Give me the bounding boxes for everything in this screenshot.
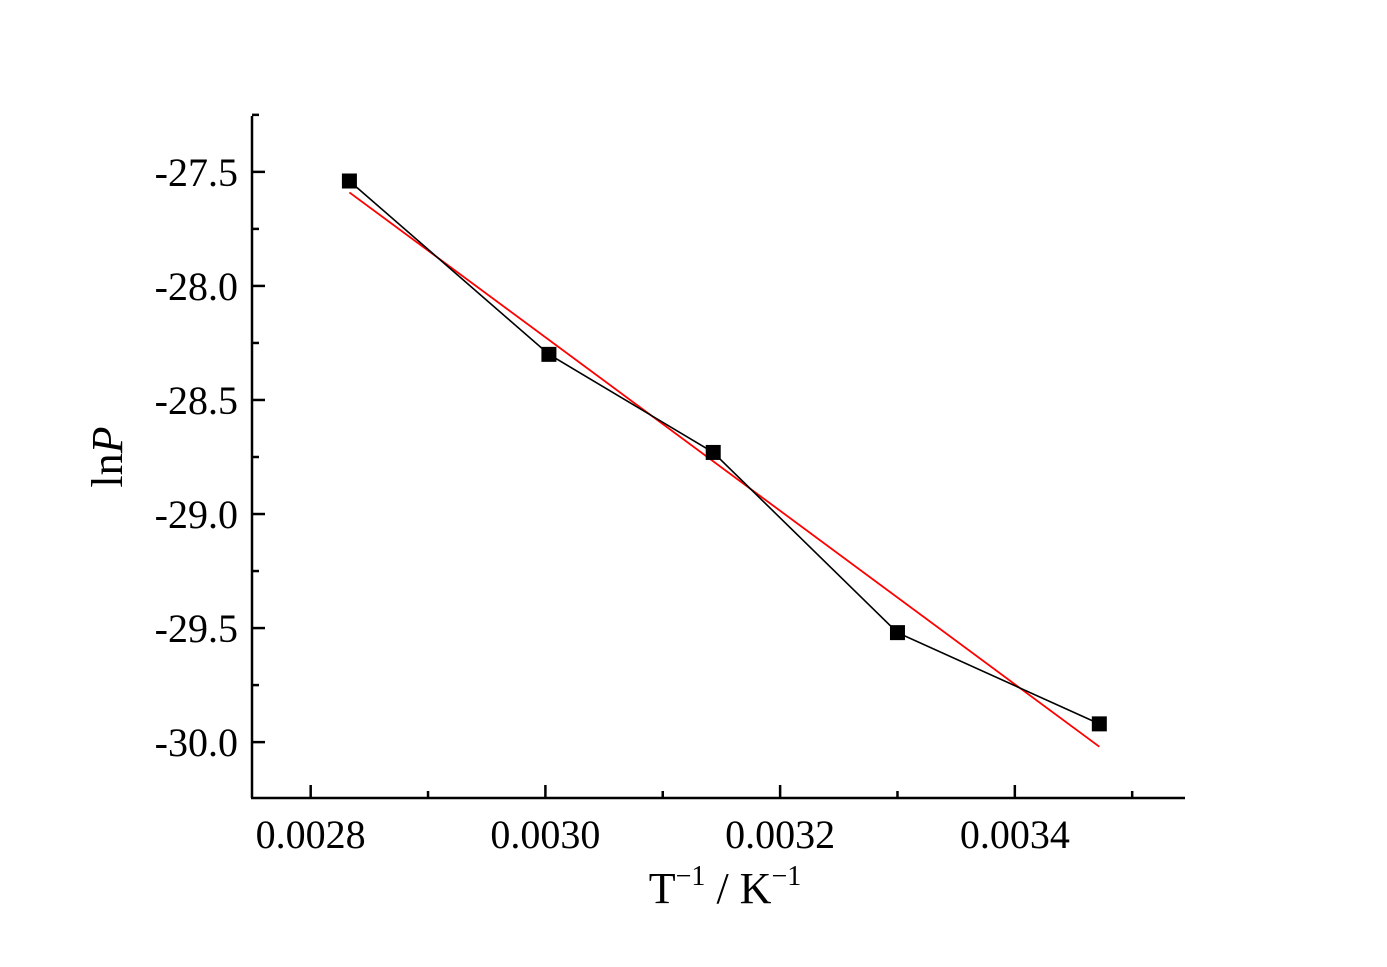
y-tick-label: -29.0 bbox=[155, 492, 238, 537]
y-tick-label: -30.0 bbox=[155, 720, 238, 765]
x-tick-label: 0.0030 bbox=[490, 812, 600, 857]
x-axis-title-unit-sup: −1 bbox=[771, 861, 801, 892]
x-axis-title-unit: / K bbox=[705, 864, 771, 913]
y-ticks: -27.5 -28.0 -28.5 -29.0 -29.5 -30.0 bbox=[155, 113, 265, 765]
y-axis-title-variable: P bbox=[83, 426, 132, 454]
data-point bbox=[541, 346, 557, 362]
y-tick-label: -28.5 bbox=[155, 378, 238, 423]
x-axis-title-base: T bbox=[649, 864, 676, 913]
y-tick-label: -29.5 bbox=[155, 606, 238, 651]
y-axis-title-prefix: ln bbox=[83, 453, 132, 487]
x-tick-label: 0.0032 bbox=[725, 812, 835, 857]
y-tick-label: -28.0 bbox=[155, 264, 238, 309]
y-axis-title: lnP bbox=[83, 426, 132, 487]
data-point bbox=[341, 173, 357, 189]
x-axis-title: T−1 / K−1 bbox=[649, 861, 801, 913]
data-point bbox=[889, 625, 905, 641]
x-ticks: 0.0028 0.0030 0.0032 0.0034 bbox=[256, 785, 1134, 857]
y-tick-label: -27.5 bbox=[155, 150, 238, 195]
fit-line bbox=[348, 191, 1100, 748]
x-tick-label: 0.0028 bbox=[256, 812, 366, 857]
series-layer bbox=[341, 173, 1107, 748]
x-tick-label: 0.0034 bbox=[960, 812, 1070, 857]
data-point bbox=[705, 444, 721, 460]
x-axis-title-base-sup: −1 bbox=[676, 861, 706, 892]
data-point bbox=[1091, 716, 1107, 732]
data-line bbox=[348, 180, 1100, 725]
